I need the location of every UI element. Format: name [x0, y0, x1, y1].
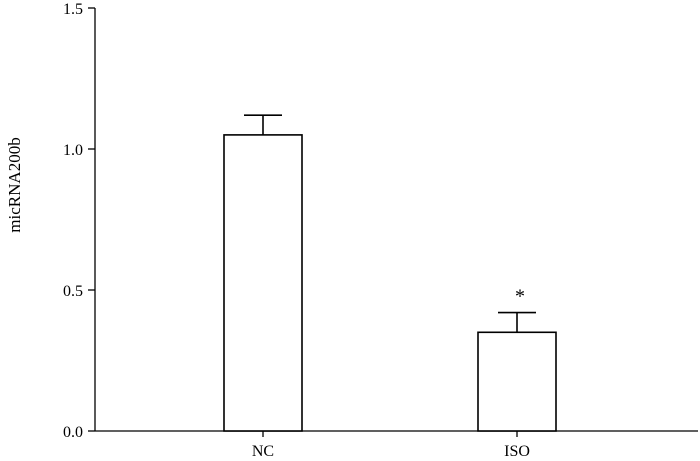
bars: * [223, 114, 557, 432]
x-axis: NC ISO [95, 430, 698, 460]
x-tick-label-1: ISO [504, 443, 530, 460]
y-axis-label: micRNA200b [5, 137, 24, 232]
y-tick-label-1: 0.5 [63, 283, 83, 300]
bar-1 [477, 331, 557, 432]
y-tick-label-0: 0.0 [63, 424, 83, 441]
x-tick-label-0: NC [252, 443, 274, 460]
significance-marker-1: * [515, 286, 525, 308]
y-tick-label-2: 1.0 [63, 142, 83, 159]
bar-0 [223, 134, 303, 432]
y-axis: 0.0 0.5 1.0 1.5 [63, 1, 96, 441]
y-tick-label-3: 1.5 [63, 1, 83, 18]
